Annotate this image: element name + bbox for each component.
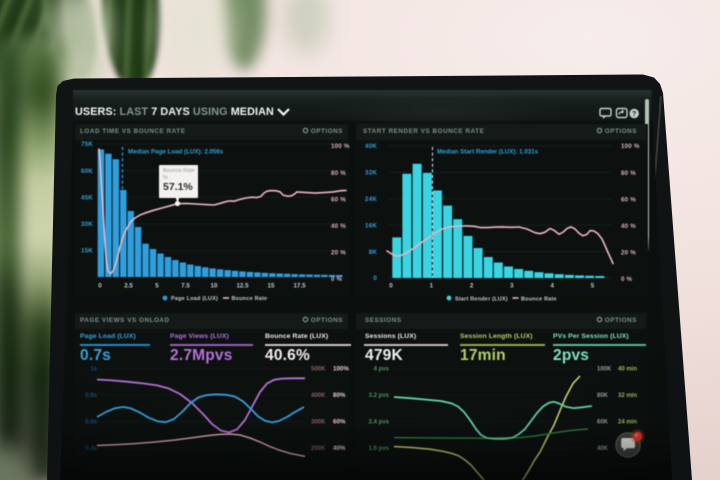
svg-text:24K: 24K — [365, 196, 377, 203]
svg-text:Bounce Rate: Bounce Rate — [232, 296, 268, 302]
svg-text:100K: 100K — [597, 367, 612, 373]
svg-text:60 %: 60 % — [621, 196, 636, 203]
svg-text:Median Start Render (LUX): 1.0: Median Start Render (LUX): 1.031s — [437, 149, 539, 156]
svg-text:60%: 60% — [333, 419, 346, 426]
svg-text:80 %: 80 % — [621, 170, 636, 177]
svg-text:17.5: 17.5 — [293, 283, 306, 290]
svg-text:40K: 40K — [597, 446, 609, 452]
svg-text:12.5: 12.5 — [236, 283, 249, 290]
svg-text:4 pvs: 4 pvs — [374, 367, 390, 373]
svg-text:60 %: 60 % — [331, 196, 346, 203]
svg-text:3: 3 — [510, 283, 514, 290]
svg-text:100 %: 100 % — [621, 143, 640, 150]
svg-text:1s: 1s — [90, 367, 97, 373]
svg-text:0: 0 — [389, 283, 393, 290]
svg-text:2: 2 — [470, 283, 474, 290]
svg-text:400K: 400K — [311, 393, 326, 399]
svg-text:8K: 8K — [369, 249, 378, 256]
svg-text:0 %: 0 % — [621, 276, 633, 283]
svg-text:1.6 pvs: 1.6 pvs — [369, 446, 390, 452]
svg-text:0: 0 — [373, 275, 377, 282]
svg-text:7.5: 7.5 — [181, 283, 190, 290]
svg-text:0 %: 0 % — [331, 276, 343, 283]
svg-text:100%: 100% — [333, 366, 349, 373]
svg-text:40 %: 40 % — [621, 223, 636, 230]
svg-text:2.5: 2.5 — [124, 283, 133, 290]
svg-text:40 min: 40 min — [618, 367, 637, 373]
svg-text:100 %: 100 % — [331, 143, 350, 150]
svg-text:40K: 40K — [365, 143, 377, 150]
svg-text:32 min: 32 min — [618, 393, 637, 399]
svg-text:20 %: 20 % — [621, 250, 636, 257]
svg-text:15K: 15K — [81, 248, 93, 255]
svg-text:1: 1 — [430, 283, 434, 290]
svg-text:80%: 80% — [333, 392, 346, 399]
svg-text:20 %: 20 % — [331, 250, 346, 257]
svg-text:2.4 pvs: 2.4 pvs — [369, 420, 390, 426]
svg-text:32K: 32K — [365, 170, 377, 177]
svg-text:300K: 300K — [311, 420, 326, 426]
svg-text:0.8s: 0.8s — [85, 393, 97, 399]
svg-text:3.2 pvs: 3.2 pvs — [369, 393, 390, 399]
svg-text:15: 15 — [268, 283, 275, 290]
svg-text:0.6s: 0.6s — [85, 420, 97, 426]
svg-text:0.4s: 0.4s — [85, 446, 97, 452]
svg-text:40%: 40% — [333, 445, 346, 452]
svg-text:5: 5 — [155, 283, 159, 290]
svg-text:80K: 80K — [597, 393, 609, 399]
svg-text:80 %: 80 % — [331, 170, 346, 177]
svg-text:4: 4 — [550, 283, 554, 290]
svg-text:0: 0 — [98, 283, 102, 290]
svg-text:30K: 30K — [81, 221, 93, 228]
svg-text:45K: 45K — [81, 194, 93, 201]
svg-text:40 %: 40 % — [331, 223, 346, 230]
svg-text:75K: 75K — [81, 141, 93, 148]
svg-text:Start Render (LUX): Start Render (LUX) — [455, 296, 508, 302]
svg-text:500K: 500K — [311, 367, 326, 373]
svg-text:200K: 200K — [311, 446, 326, 452]
svg-text:5: 5 — [591, 283, 595, 290]
svg-text:16K: 16K — [365, 222, 377, 229]
svg-text:Median Page Load (LUX): 2.056s: Median Page Load (LUX): 2.056s — [128, 149, 224, 156]
svg-text:Page Load (LUX): Page Load (LUX) — [171, 296, 218, 302]
svg-text:10: 10 — [211, 283, 218, 290]
svg-text:60K: 60K — [81, 168, 93, 175]
svg-text:Bounce Rate: Bounce Rate — [521, 296, 557, 302]
svg-text:60K: 60K — [597, 420, 609, 426]
